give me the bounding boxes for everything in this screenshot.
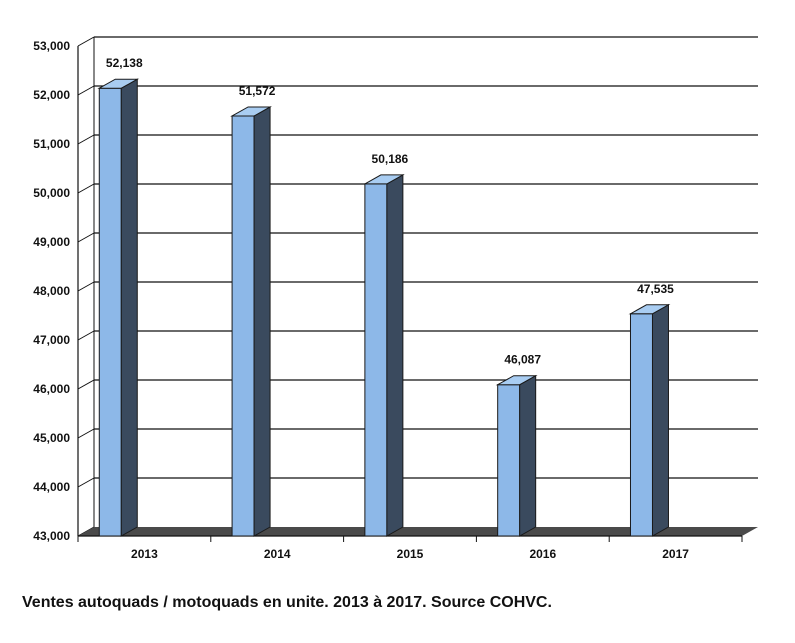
y-tick-label: 47,000: [33, 333, 70, 347]
bar-2016: [495, 374, 538, 537]
x-tick-label: 2014: [264, 547, 291, 561]
grid-lines: [77, 36, 758, 537]
bar-front: [629, 313, 653, 537]
data-label: 50,186: [372, 152, 409, 166]
bar-2015: [362, 174, 405, 537]
data-label: 51,572: [239, 84, 276, 98]
data-label: 47,535: [637, 282, 674, 296]
y-tick-label: 43,000: [33, 529, 70, 543]
bar-top: [495, 375, 538, 386]
gridline-depth: [77, 232, 95, 243]
x-tick-label: 2016: [529, 547, 556, 561]
bar-2013: [97, 78, 140, 537]
gridline-depth: [77, 36, 95, 47]
bar-2017: [628, 303, 671, 537]
bar-front: [231, 115, 255, 537]
bar-side: [386, 174, 404, 537]
y-tick-label: 44,000: [33, 480, 70, 494]
gridline-depth: [77, 134, 95, 145]
bar-side: [120, 78, 138, 537]
gridline-depth: [77, 183, 95, 194]
data-label: 46,087: [504, 353, 541, 367]
bar-top: [97, 78, 140, 89]
bars: [97, 78, 671, 537]
y-tick-label: 51,000: [33, 137, 70, 151]
bar-top: [362, 174, 405, 185]
y-tick-label: 48,000: [33, 284, 70, 298]
gridline-depth: [77, 85, 95, 96]
y-tick-label: 46,000: [33, 382, 70, 396]
chart-caption: Ventes autoquads / motoquads en unite. 2…: [22, 594, 552, 611]
bar-2014: [230, 106, 272, 537]
bar-top: [628, 304, 671, 315]
gridline-depth: [77, 379, 95, 390]
y-tick-label: 52,000: [33, 88, 70, 102]
x-tick-label: 2017: [662, 547, 689, 561]
gridline-depth: [77, 477, 95, 488]
bar-front: [98, 87, 122, 537]
bar-chart: 43,000 44,000 45,000 46,000 47,000 48,000 49,0…: [33, 36, 758, 561]
bar-front: [364, 183, 388, 537]
x-tick-label: 2013: [131, 547, 158, 561]
data-label: 52,138: [106, 56, 143, 70]
gridline-depth: [77, 428, 95, 439]
y-tick-label: 49,000: [33, 235, 70, 249]
bar-front: [497, 384, 521, 537]
x-tick-label: 2015: [397, 547, 424, 561]
bar-top: [230, 106, 272, 117]
bar-side: [519, 374, 537, 537]
labels: 43,000 44,000 45,000 46,000 47,000 48,000 49,0…: [33, 39, 689, 561]
y-tick-label: 45,000: [33, 431, 70, 445]
gridline-depth: [77, 330, 95, 341]
bar-side: [253, 106, 271, 537]
y-tick-label: 50,000: [33, 186, 70, 200]
gridline-depth: [77, 281, 95, 292]
bar-side: [651, 303, 669, 537]
chart-area: 43,000 44,000 45,000 46,000 47,000 48,000 49,0…: [33, 36, 758, 561]
y-tick-label: 53,000: [33, 39, 70, 53]
